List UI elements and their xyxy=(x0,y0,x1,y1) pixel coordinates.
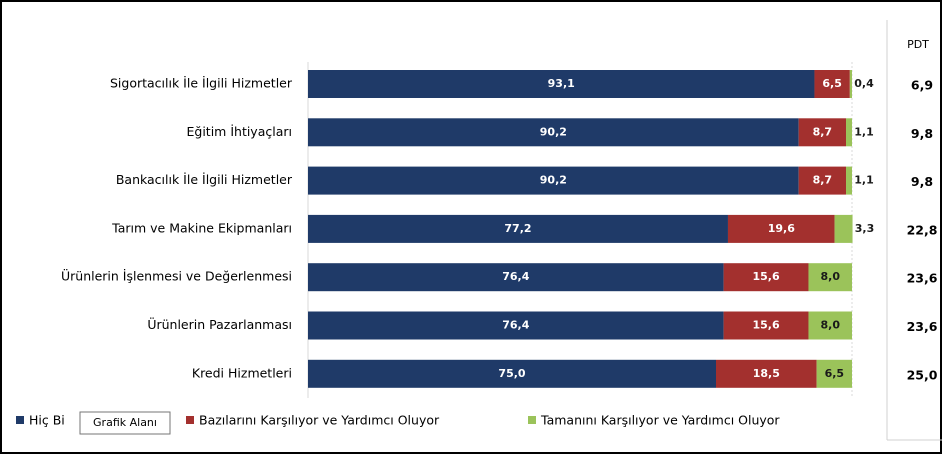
bar-segment xyxy=(849,70,852,98)
bar-segment xyxy=(716,359,817,388)
legend-label: Tamanını Karşılıyor ve Yardımcı Oluyor xyxy=(540,413,780,428)
value-label: 75,0 xyxy=(498,367,525,380)
pdt-value: 23,6 xyxy=(907,271,938,286)
bar-segment xyxy=(308,263,724,292)
y-tick-label: Sigortacılık İle İlgili Hizmetler xyxy=(110,76,293,91)
value-label: 1,1 xyxy=(854,125,874,138)
value-label: 8,7 xyxy=(813,125,833,138)
value-label: 76,4 xyxy=(502,270,529,283)
y-tick-label: Ürünlerin Pazarlanması xyxy=(147,316,292,332)
bar-segment xyxy=(308,166,799,195)
bar-segment xyxy=(727,214,835,243)
value-label: 8,7 xyxy=(813,174,833,187)
bar-segment xyxy=(798,166,847,195)
y-tick-label: Bankacılık İle İlgili Hizmetler xyxy=(116,172,293,187)
y-tick-label: Tarım ve Makine Ekipmanları xyxy=(111,220,292,235)
bar-segment xyxy=(308,311,724,340)
bar-segment xyxy=(808,263,852,292)
y-tick-label: Eğitim İhtiyaçları xyxy=(187,124,293,139)
value-label: 90,2 xyxy=(540,125,567,138)
pdt-value: 23,6 xyxy=(907,319,938,334)
bar-segment xyxy=(308,214,728,243)
legend-label: Hiç Bi xyxy=(29,413,65,428)
bar-segment xyxy=(846,118,852,147)
value-label: 1,1 xyxy=(854,174,874,187)
bar-segment xyxy=(723,311,809,340)
value-label: 15,6 xyxy=(752,319,779,332)
bar-segment xyxy=(846,166,852,195)
pdt-value: 22,8 xyxy=(907,222,938,237)
value-label: 18,5 xyxy=(753,367,780,380)
tooltip: Grafik Alanı xyxy=(93,416,157,429)
legend-swatch xyxy=(528,416,536,424)
bar-segment xyxy=(834,214,853,243)
y-tick-label: Kredi Hizmetleri xyxy=(192,365,292,380)
value-label: 8,0 xyxy=(820,319,840,332)
value-label: 6,5 xyxy=(822,77,842,90)
value-label: 6,5 xyxy=(825,367,845,380)
value-label: 77,2 xyxy=(504,222,531,235)
value-label: 3,3 xyxy=(855,222,875,235)
value-label: 0,4 xyxy=(854,77,874,90)
pdt-value: 25,0 xyxy=(907,367,938,382)
value-label: 15,6 xyxy=(752,270,779,283)
value-label: 93,1 xyxy=(548,77,575,90)
value-label: 76,4 xyxy=(502,319,529,332)
pdt-value: 9,8 xyxy=(911,126,933,141)
bar-segment xyxy=(308,359,716,388)
tooltip-box xyxy=(79,411,171,435)
pdt-title: PDT xyxy=(907,38,929,51)
pdt-value: 9,8 xyxy=(911,174,933,189)
value-label: 19,6 xyxy=(768,222,795,235)
bar-segment xyxy=(798,118,847,147)
bar-segment xyxy=(723,263,809,292)
bar-segment xyxy=(308,118,799,147)
bar-segment xyxy=(808,311,852,340)
legend-label: Bazılarını Karşılıyor ve Yardımcı Oluyor xyxy=(199,413,440,428)
value-label: 90,2 xyxy=(540,174,567,187)
bar-segment xyxy=(308,70,815,98)
legend-swatch xyxy=(186,416,194,424)
pdt-value: 6,9 xyxy=(911,78,933,93)
legend-swatch xyxy=(16,416,24,424)
bar-segment xyxy=(814,70,850,98)
bar-segment xyxy=(816,359,852,388)
value-label: 8,0 xyxy=(820,270,840,283)
y-tick-label: Ürünlerin İşlenmesi ve Değerlenmesi xyxy=(61,268,292,284)
